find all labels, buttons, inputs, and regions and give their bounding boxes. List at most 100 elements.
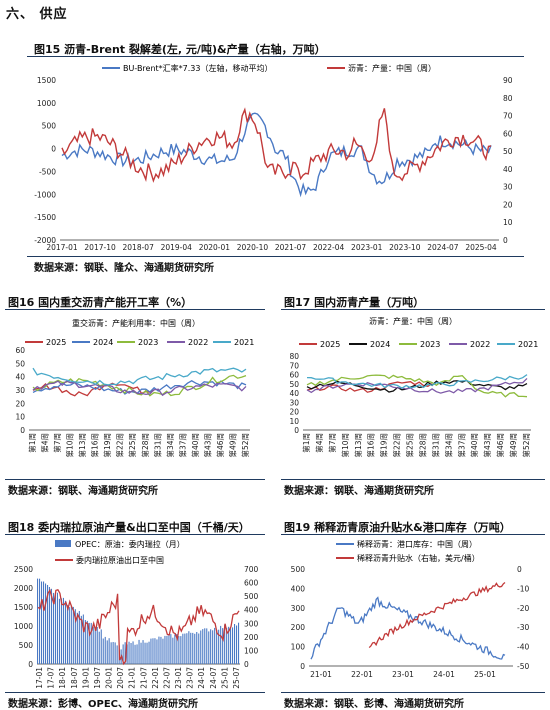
fig17-y-tick: 0 xyxy=(294,426,299,435)
fig18-bar xyxy=(166,635,168,664)
fig16-x-tick: 第28周 xyxy=(140,433,150,458)
fig19-left-tick: 300 xyxy=(291,604,306,613)
fig15-right-tick: 40 xyxy=(503,165,513,174)
fig17-x-tick: 第43周 xyxy=(482,433,492,458)
fig18-bar xyxy=(176,634,178,664)
fig18-chart: 2500200015001000500070060050040030020010… xyxy=(14,539,259,689)
fig15-right-tick: 0 xyxy=(503,236,508,245)
fig15-right-tick: 70 xyxy=(503,112,513,121)
fig19-right-tick: -40 xyxy=(517,643,529,652)
fig18-bar xyxy=(104,636,106,664)
fig18-bar xyxy=(66,605,68,664)
fig16-x-tick: 第52周 xyxy=(240,433,250,458)
fig17-x-tick: 第49周 xyxy=(508,433,518,458)
fig18-left-tick: 2000 xyxy=(14,584,33,593)
fig15-x-tick: 2019-04 xyxy=(161,243,193,252)
fig18-bar xyxy=(102,638,104,664)
fig16-x-tick: 第4周 xyxy=(40,433,50,453)
fig15-left-tick: 1000 xyxy=(37,99,56,108)
fig17-subtitle: 沥青：产量：中国（周） xyxy=(369,316,457,326)
fig18-x-tick: 22-01 xyxy=(151,667,160,689)
fig19-right-tick: -10 xyxy=(517,584,529,593)
fig17-y-tick: 40 xyxy=(289,389,299,398)
fig18-bar xyxy=(146,642,148,664)
fig18-bar xyxy=(52,592,54,664)
fig15-right-tick: 10 xyxy=(503,218,513,227)
fig17-legend-1-label: 2024 xyxy=(370,340,390,349)
fig18-bar xyxy=(92,626,94,664)
fig19-legend-0-label: 稀释沥青：港口库存：中国（周） xyxy=(357,539,477,549)
fig17-y-tick: 20 xyxy=(289,408,299,417)
fig18-right-tick: 400 xyxy=(244,606,259,615)
fig15-right-tick: 50 xyxy=(503,147,513,156)
fig18-bar xyxy=(230,626,232,664)
fig15-chart: 150010005000-500-1000-1500-2000908070605… xyxy=(34,63,513,252)
fig19-series-stock xyxy=(310,596,506,660)
fig18-bar xyxy=(98,631,100,664)
fig18-left-tick: 1500 xyxy=(14,603,33,612)
fig18-left-tick: 2500 xyxy=(14,565,33,574)
fig15-right-tick: 80 xyxy=(503,94,513,103)
fig17-y-tick: 10 xyxy=(289,417,299,426)
fig16-x-tick: 第46周 xyxy=(215,433,225,458)
fig18-bar xyxy=(206,628,208,664)
fig17-x-tick: 第37周 xyxy=(456,433,466,458)
fig15-left-tick: -1500 xyxy=(34,213,56,222)
fig18-bar xyxy=(226,627,228,664)
fig16-source: 数据来源：钢联、海通期货研究所 xyxy=(8,486,158,497)
fig16-legend-1-label: 2024 xyxy=(93,338,113,347)
fig17-legend-2-label: 2023 xyxy=(420,340,440,349)
fig16-series-2021 xyxy=(32,367,247,386)
fig18-bar xyxy=(138,639,140,664)
fig17-x-tick: 第7周 xyxy=(327,433,337,453)
fig16-x-tick: 第7周 xyxy=(52,433,62,453)
fig16-y-tick: 50 xyxy=(15,359,25,368)
fig16-y-tick: 60 xyxy=(15,346,25,355)
fig15-x-tick: 2024-07 xyxy=(427,243,459,252)
fig18-bar xyxy=(110,642,112,664)
fig18-bar xyxy=(222,628,224,664)
fig19-x-tick: 25-01 xyxy=(474,670,496,679)
fig18-x-tick: 20-07 xyxy=(116,667,125,689)
fig15-x-tick: 2017-10 xyxy=(84,243,116,252)
fig19-source: 数据来源：钢联、彭博、海通期货研究所 xyxy=(284,699,464,710)
fig18-bar xyxy=(136,644,138,664)
fig18-bar xyxy=(182,633,184,664)
fig17-y-tick: 60 xyxy=(289,371,299,380)
fig18-bar xyxy=(88,622,90,664)
fig18-bar xyxy=(164,635,166,664)
fig16-x-tick: 第37周 xyxy=(177,433,187,458)
fig18-bar xyxy=(162,638,164,664)
fig18-x-tick: 23-07 xyxy=(186,667,195,689)
fig15-x-tick: 2023-01 xyxy=(351,243,383,252)
fig19-left-tick: 0 xyxy=(300,662,305,671)
fig18-bar xyxy=(124,642,126,664)
fig18-x-tick: 25-07 xyxy=(232,667,241,689)
fig17-x-tick: 第46周 xyxy=(495,433,505,458)
fig18-bar xyxy=(224,624,226,664)
fig17-x-tick: 第31周 xyxy=(430,433,440,458)
fig18-bar xyxy=(194,633,196,664)
fig18-bar xyxy=(126,644,128,664)
fig16-series-2022 xyxy=(32,380,247,397)
fig15-right-tick: 90 xyxy=(503,76,513,85)
fig18-bar xyxy=(190,632,192,664)
fig15-series-red xyxy=(61,107,492,183)
fig18-x-tick: 18-07 xyxy=(70,667,79,689)
fig18-bar xyxy=(96,627,98,664)
fig17-x-tick: 第10周 xyxy=(340,433,350,458)
fig19-legend-1-label: 稀释沥青升贴水（右轴，美元/桶） xyxy=(357,553,480,563)
fig18-bar xyxy=(172,637,174,664)
fig18-x-tick: 23-01 xyxy=(174,667,183,689)
fig18-bar xyxy=(144,642,146,664)
fig18-bar xyxy=(232,627,234,664)
fig18-right-tick: 300 xyxy=(244,619,259,628)
fig18-bar xyxy=(86,620,88,664)
fig19-left-tick: 200 xyxy=(291,623,306,632)
fig15-source: 数据来源：钢联、隆众、海通期货研究所 xyxy=(34,263,214,274)
fig18-bar xyxy=(84,620,86,664)
fig18-x-tick: 18-01 xyxy=(58,667,67,689)
fig18-bar xyxy=(58,598,60,664)
fig15-x-tick: 2023-10 xyxy=(389,243,421,252)
